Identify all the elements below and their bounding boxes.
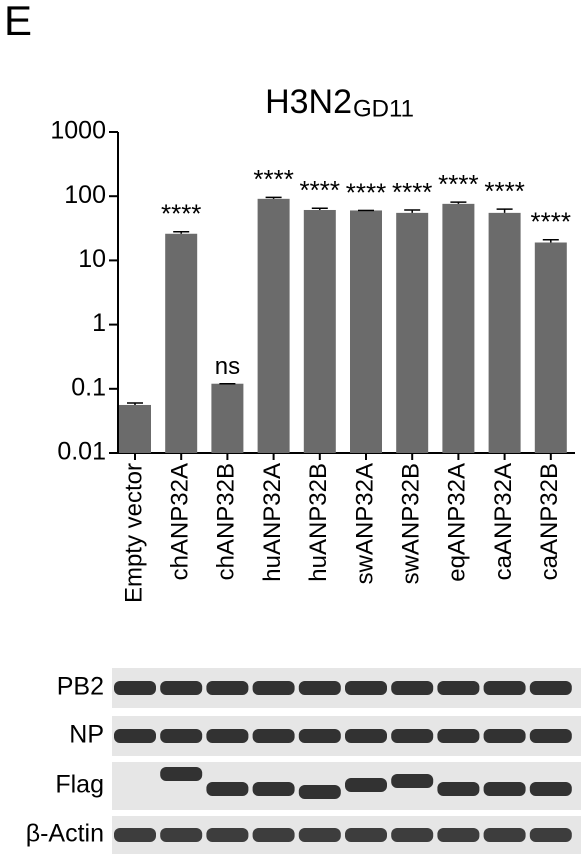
blot-band [483, 782, 526, 796]
significance-label: **** [438, 169, 478, 199]
blot-band [483, 729, 526, 743]
chart-title: H3N2 [265, 83, 352, 121]
significance-label: **** [531, 207, 571, 237]
blot-band [391, 729, 434, 743]
blot-band [252, 729, 295, 743]
bar [396, 212, 429, 453]
error-bar [450, 201, 467, 204]
blot-band [437, 828, 480, 842]
blot-band [345, 681, 387, 695]
significance-label: **** [253, 164, 293, 194]
x-tick-label: eqANP32A [444, 463, 471, 582]
bar [442, 203, 475, 453]
y-tick-label: 0.01 [57, 438, 106, 466]
blot-band [345, 828, 387, 842]
blot-band [298, 681, 341, 695]
blot-band [206, 782, 249, 796]
significance-label: **** [161, 199, 201, 229]
bar [488, 212, 521, 453]
blot-label: Flag [55, 771, 104, 799]
significance-label: **** [300, 175, 340, 205]
blot-label: NP [69, 721, 104, 749]
blot-band [252, 782, 295, 796]
blot-band [298, 785, 341, 799]
blot-band [206, 828, 249, 842]
blot-band [483, 681, 526, 695]
y-tick-label: 1000 [50, 117, 106, 145]
bar [211, 383, 244, 453]
blot-band [160, 828, 203, 842]
x-tick-label: caANP32A [490, 463, 517, 580]
blot-band [483, 828, 526, 842]
blot-band [437, 681, 480, 695]
blot-band [160, 681, 203, 695]
significance-label: ns [215, 353, 240, 380]
panel-label: E [4, 0, 32, 44]
error-bar [496, 208, 513, 213]
blot-band [529, 681, 572, 695]
x-tick-label: huANP32B [305, 463, 332, 582]
y-tick-label: 1 [92, 309, 106, 337]
significance-label: **** [484, 176, 524, 206]
x-tick-label: swANP32A [351, 463, 378, 584]
y-tick-label: 10 [78, 245, 106, 273]
error-bar [173, 230, 190, 234]
blot-band [391, 774, 434, 788]
blot-band [206, 729, 249, 743]
x-tick-label: chANP32B [213, 463, 240, 580]
error-bar [127, 402, 143, 405]
blot-band [114, 729, 156, 743]
blot-band [114, 681, 156, 695]
blot-band [298, 828, 341, 842]
blot-band [345, 778, 387, 792]
blot-label: PB2 [57, 673, 104, 701]
blot-label: β-Actin [26, 820, 104, 848]
bar [119, 404, 151, 453]
blot-band [437, 782, 480, 796]
chart-title-sub: GD11 [353, 95, 414, 122]
y-tick-label: 0.1 [71, 373, 106, 401]
x-tick-label: chANP32A [167, 463, 194, 580]
blot-band [437, 729, 480, 743]
blot-band [529, 828, 572, 842]
blot-band [529, 729, 572, 743]
blot-band [529, 782, 572, 796]
blot-band [391, 681, 434, 695]
bar [303, 209, 336, 453]
x-tick-label: caANP32B [536, 463, 563, 580]
bar [165, 233, 198, 453]
error-bar [542, 238, 559, 243]
blot-band [391, 828, 434, 842]
significance-label: **** [346, 177, 386, 207]
blot-band [252, 828, 295, 842]
blot-band [206, 681, 249, 695]
significance-label: **** [392, 177, 432, 207]
blot-band [114, 828, 156, 842]
blot-band [160, 729, 203, 743]
x-tick-label: swANP32B [398, 463, 425, 584]
blot-band [345, 729, 387, 743]
x-tick-label: huANP32A [259, 463, 286, 582]
blot-band [160, 767, 203, 781]
bar [257, 198, 290, 453]
error-bar [265, 196, 282, 199]
error-bar [311, 207, 328, 210]
y-tick-label: 100 [64, 181, 106, 209]
error-bar [404, 209, 421, 213]
blot-band [252, 681, 295, 695]
blot-band [298, 729, 341, 743]
x-tick-label: Empty vector [120, 463, 147, 603]
bar [534, 242, 567, 453]
bar [350, 210, 382, 453]
